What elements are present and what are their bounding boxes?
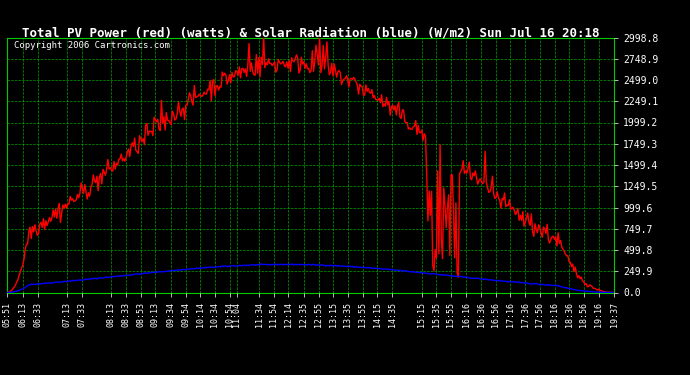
Text: Total PV Power (red) (watts) & Solar Radiation (blue) (W/m2) Sun Jul 16 20:18: Total PV Power (red) (watts) & Solar Rad… (22, 26, 599, 39)
Text: Copyright 2006 Cartronics.com: Copyright 2006 Cartronics.com (14, 41, 170, 50)
